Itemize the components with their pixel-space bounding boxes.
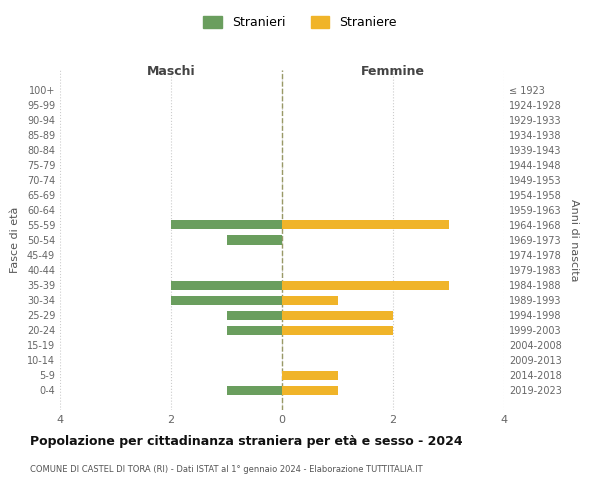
Bar [282, 220, 449, 230]
Legend: Stranieri, Straniere: Stranieri, Straniere [198, 11, 402, 34]
Bar [227, 236, 282, 244]
Bar [171, 296, 282, 304]
Bar [282, 326, 393, 334]
Y-axis label: Anni di nascita: Anni di nascita [569, 198, 578, 281]
Text: Femmine: Femmine [361, 65, 425, 78]
Y-axis label: Fasce di età: Fasce di età [10, 207, 20, 273]
Bar [227, 326, 282, 334]
Text: COMUNE DI CASTEL DI TORA (RI) - Dati ISTAT al 1° gennaio 2024 - Elaborazione TUT: COMUNE DI CASTEL DI TORA (RI) - Dati IST… [30, 465, 422, 474]
Bar [282, 296, 337, 304]
Bar [227, 310, 282, 320]
Bar [171, 280, 282, 289]
Bar [227, 386, 282, 394]
Text: Popolazione per cittadinanza straniera per età e sesso - 2024: Popolazione per cittadinanza straniera p… [30, 435, 463, 448]
Bar [282, 370, 337, 380]
Text: Maschi: Maschi [146, 65, 196, 78]
Bar [171, 220, 282, 230]
Bar [282, 280, 449, 289]
Bar [282, 386, 337, 394]
Bar [282, 310, 393, 320]
